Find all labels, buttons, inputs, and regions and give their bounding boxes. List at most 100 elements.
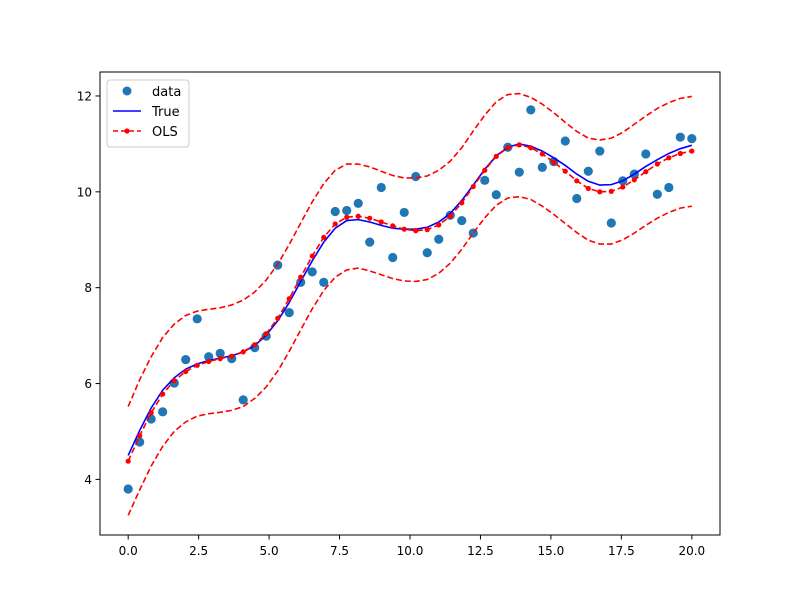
ols-point bbox=[171, 378, 177, 384]
ols-point bbox=[344, 214, 350, 220]
ols-point bbox=[666, 155, 672, 161]
ols-point bbox=[689, 148, 695, 154]
ols-point bbox=[137, 433, 143, 439]
ols-point bbox=[654, 161, 660, 167]
ols-point bbox=[608, 188, 614, 194]
ols-point bbox=[263, 331, 269, 337]
data-point bbox=[411, 171, 421, 182]
ols-point bbox=[298, 274, 304, 280]
data-point bbox=[307, 267, 317, 277]
ols-point bbox=[643, 169, 649, 175]
data-point bbox=[388, 252, 398, 263]
ols-point bbox=[321, 234, 327, 240]
axes: 0.0 2.5 5.0 7.5 10.0 12.5 15.0 17.5 20.0 4 6 8 10 12 bbox=[77, 71, 721, 558]
data-point bbox=[572, 193, 582, 204]
data-point bbox=[641, 149, 651, 159]
ols-point bbox=[332, 221, 338, 227]
data-point bbox=[284, 308, 294, 318]
data-point bbox=[526, 105, 536, 115]
ols-point bbox=[505, 145, 511, 151]
x-tick-label: 0.0 bbox=[119, 544, 138, 558]
ols-point bbox=[493, 153, 499, 159]
legend-data-marker bbox=[122, 86, 132, 96]
ols-point bbox=[378, 219, 384, 225]
ols-point bbox=[148, 410, 154, 416]
ols-point bbox=[528, 145, 534, 151]
x-tick-label: 2.5 bbox=[189, 544, 208, 558]
y-tick-label: 6 bbox=[84, 377, 92, 391]
ols-point bbox=[551, 159, 557, 165]
ols-point bbox=[160, 391, 166, 397]
x-tick-label: 12.5 bbox=[467, 544, 494, 558]
data-point bbox=[353, 198, 363, 208]
x-tick-label: 20.0 bbox=[678, 544, 705, 558]
plot-area bbox=[123, 92, 697, 516]
data-point bbox=[480, 175, 490, 185]
ols-point bbox=[677, 150, 683, 157]
ols-point bbox=[183, 368, 189, 375]
ols-point bbox=[470, 183, 476, 190]
data-point bbox=[606, 218, 616, 228]
data-point bbox=[319, 277, 329, 288]
data-point bbox=[158, 407, 168, 417]
ols-point bbox=[286, 296, 292, 302]
ols-point bbox=[574, 178, 580, 184]
legend-label-data: data bbox=[152, 85, 181, 100]
ols-point bbox=[229, 353, 235, 359]
ols-point bbox=[459, 200, 465, 206]
y-tick-label: 4 bbox=[84, 473, 92, 487]
ols-point bbox=[367, 215, 373, 221]
plot-series bbox=[123, 92, 697, 516]
ols-point bbox=[516, 142, 522, 148]
legend-ols-marker bbox=[124, 128, 130, 134]
data-point bbox=[491, 190, 501, 200]
y-tick-label: 10 bbox=[77, 185, 92, 199]
data-point bbox=[330, 206, 340, 217]
ols-point bbox=[401, 226, 407, 232]
ols-point bbox=[620, 184, 626, 190]
ols-point bbox=[413, 228, 419, 234]
ols-point bbox=[436, 222, 442, 228]
data-point bbox=[422, 248, 432, 258]
data-point bbox=[560, 136, 570, 146]
ols-point bbox=[252, 342, 258, 348]
data-point bbox=[365, 237, 375, 247]
data-point bbox=[583, 166, 593, 176]
y-tick-label: 12 bbox=[77, 89, 92, 103]
ols-point bbox=[355, 213, 361, 219]
data-point bbox=[204, 352, 214, 362]
ols-point bbox=[585, 185, 591, 192]
ols-point bbox=[424, 227, 430, 233]
data-point bbox=[457, 215, 467, 226]
x-tick-label: 15.0 bbox=[538, 544, 565, 558]
data-point bbox=[181, 354, 191, 365]
ols-point bbox=[309, 253, 315, 259]
data-point bbox=[215, 348, 225, 358]
legend-label-true: True bbox=[151, 105, 180, 120]
data-point bbox=[537, 162, 547, 172]
data-point bbox=[192, 314, 202, 324]
y-tick-label: 8 bbox=[84, 281, 92, 295]
ols-point bbox=[194, 362, 200, 368]
ols-point bbox=[275, 315, 281, 321]
ols-point bbox=[447, 213, 453, 219]
data-point bbox=[238, 395, 248, 405]
data-point bbox=[652, 189, 662, 199]
data-point bbox=[342, 205, 352, 216]
ols-point bbox=[597, 189, 603, 195]
x-tick-label: 7.5 bbox=[330, 544, 349, 558]
legend-label-ols: OLS bbox=[152, 125, 178, 140]
x-tick-label: 5.0 bbox=[260, 544, 279, 558]
ols-point bbox=[206, 358, 212, 365]
interval-band-line-3 bbox=[127, 92, 692, 407]
data-point bbox=[664, 182, 674, 193]
data-point bbox=[514, 167, 524, 177]
ols-point bbox=[240, 349, 246, 355]
ols-point bbox=[562, 168, 568, 174]
data-point bbox=[595, 146, 605, 156]
interval-band-line-4 bbox=[127, 195, 692, 516]
ols-point bbox=[390, 223, 396, 229]
ols-point bbox=[217, 356, 223, 362]
